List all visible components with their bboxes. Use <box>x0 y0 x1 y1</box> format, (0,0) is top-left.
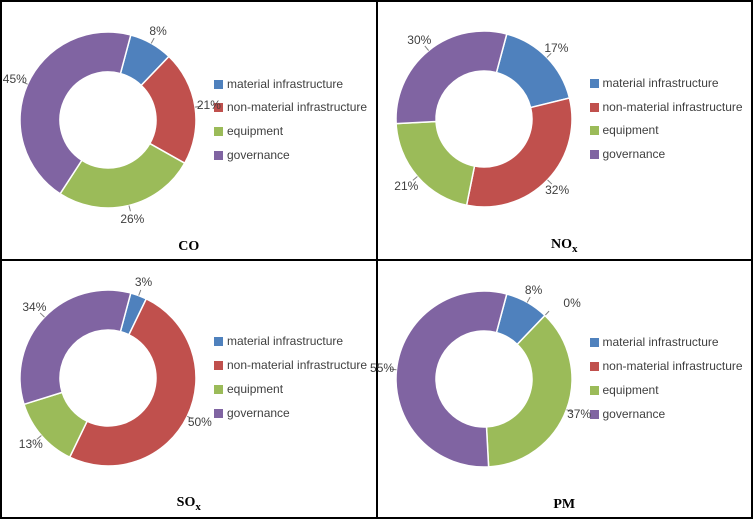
legend-item-equipment: equipment <box>214 383 370 397</box>
slice-equipment <box>486 315 571 466</box>
legend-item-governance: governance <box>214 407 370 421</box>
legend-item-material: material infrastructure <box>590 336 746 350</box>
legend-swatch <box>214 337 223 346</box>
legend-swatch <box>214 151 223 160</box>
legend-swatch <box>214 103 223 112</box>
chart-panel-sox: 3%50%13%34% material infrastructure non-ma… <box>1 260 377 519</box>
legend-label: non-material infrastructure <box>227 101 367 115</box>
legend: material infrastructure non-material infr… <box>584 336 746 421</box>
legend-item-material: material infrastructure <box>214 335 370 349</box>
legend-swatch <box>214 385 223 394</box>
legend-item-non_material: non-material infrastructure <box>214 359 370 373</box>
legend-swatch <box>214 361 223 370</box>
chart-area: 8%21%26%45% material infrastructure non-ma… <box>2 2 376 239</box>
legend: material infrastructure non-material infr… <box>208 335 370 420</box>
legend-swatch <box>590 362 599 371</box>
chart-grid: 8%21%26%45% material infrastructure non-ma… <box>0 0 753 519</box>
legend: material infrastructure non-material infr… <box>208 78 370 163</box>
slice-material <box>496 34 569 108</box>
legend-item-material: material infrastructure <box>214 78 370 92</box>
legend-label: governance <box>227 149 290 163</box>
legend-item-equipment: equipment <box>214 125 370 139</box>
legend-swatch <box>590 150 599 159</box>
legend-swatch <box>590 338 599 347</box>
legend-label: material infrastructure <box>227 78 343 92</box>
donut-chart-nox: 17%32%21%30% <box>384 19 584 219</box>
chart-caption-nox: NOx <box>378 237 752 259</box>
legend-item-non_material: non-material infrastructure <box>214 101 370 115</box>
legend-item-governance: governance <box>590 148 746 162</box>
chart-area: 8%0%37%55% material infrastructure non-mat… <box>378 261 752 498</box>
legend-swatch <box>214 409 223 418</box>
donut-chart-sox: 3%50%13%34% <box>8 278 208 478</box>
legend-item-material: material infrastructure <box>590 77 746 91</box>
slice-equipment <box>396 122 474 206</box>
legend-label: non-material infrastructure <box>227 359 367 373</box>
slice-equipment <box>60 144 185 208</box>
chart-caption-co: CO <box>2 239 376 259</box>
legend-label: equipment <box>227 125 283 139</box>
slice-non_material <box>466 98 571 207</box>
legend-swatch <box>214 80 223 89</box>
legend-swatch <box>590 410 599 419</box>
legend-label: governance <box>603 408 666 422</box>
legend-label: governance <box>603 148 666 162</box>
legend-label: non-material infrastructure <box>603 360 743 374</box>
legend-item-equipment: equipment <box>590 124 746 138</box>
donut-chart-pm: 8%0%37%55% <box>384 279 584 479</box>
chart-caption-sox: SOx <box>2 495 376 517</box>
legend-item-non_material: non-material infrastructure <box>590 101 746 115</box>
legend-item-non_material: non-material infrastructure <box>590 360 746 374</box>
legend-swatch <box>590 386 599 395</box>
legend-label: equipment <box>603 124 659 138</box>
legend-label: governance <box>227 407 290 421</box>
legend-label: equipment <box>603 384 659 398</box>
slice-governance <box>20 290 131 404</box>
donut-chart-co: 8%21%26%45% <box>8 20 208 220</box>
legend-item-governance: governance <box>214 149 370 163</box>
chart-panel-pm: 8%0%37%55% material infrastructure non-mat… <box>377 260 753 519</box>
legend-label: material infrastructure <box>227 335 343 349</box>
legend-item-governance: governance <box>590 408 746 422</box>
chart-caption-pm: PM <box>378 497 752 517</box>
chart-panel-nox: 17%32%21%30% material infrastructure non-m… <box>377 1 753 260</box>
legend-item-equipment: equipment <box>590 384 746 398</box>
legend-swatch <box>214 127 223 136</box>
slice-governance <box>396 31 507 124</box>
legend-swatch <box>590 79 599 88</box>
legend-swatch <box>590 103 599 112</box>
legend-swatch <box>590 126 599 135</box>
chart-area: 17%32%21%30% material infrastructure non-m… <box>378 2 752 237</box>
chart-panel-co: 8%21%26%45% material infrastructure non-ma… <box>1 1 377 260</box>
legend-label: non-material infrastructure <box>603 101 743 115</box>
legend-label: material infrastructure <box>603 336 719 350</box>
legend-label: equipment <box>227 383 283 397</box>
legend: material infrastructure non-material infr… <box>584 77 746 162</box>
chart-area: 3%50%13%34% material infrastructure non-ma… <box>2 261 376 496</box>
legend-label: material infrastructure <box>603 77 719 91</box>
